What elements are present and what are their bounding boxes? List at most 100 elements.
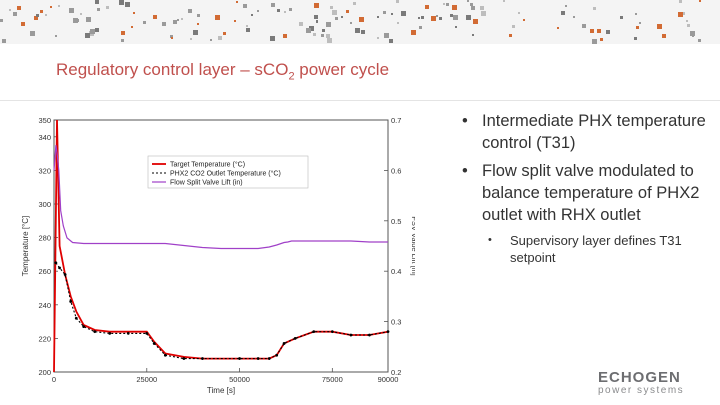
banner-square <box>421 16 424 19</box>
banner-square <box>470 3 473 6</box>
banner-square <box>270 36 275 41</box>
banner-square <box>13 12 17 16</box>
data-point <box>152 342 156 345</box>
banner-square <box>197 23 199 25</box>
data-point <box>330 330 334 334</box>
banner-square <box>565 5 567 7</box>
banner-square <box>452 5 457 10</box>
bullet-dot: • <box>488 234 492 246</box>
data-point <box>349 333 353 337</box>
banner-square <box>481 11 486 16</box>
banner-square <box>431 16 436 21</box>
banner-square <box>181 18 183 20</box>
banner-square <box>355 28 360 33</box>
banner-square <box>21 22 25 26</box>
banner-square <box>86 17 91 22</box>
banner-square <box>662 34 666 38</box>
bullet-text: Flow split valve modulated to balance te… <box>482 162 700 224</box>
banner-square <box>512 25 515 28</box>
legend-box <box>147 155 309 189</box>
banner-square <box>592 39 597 44</box>
banner-square <box>439 17 442 20</box>
title-tail: power cycle <box>294 60 390 79</box>
y2-tick-label: 0.2 <box>391 368 401 377</box>
sub-bullet-text: Supervisory layer defines T31 setpoint <box>510 233 682 265</box>
banner-square <box>121 39 124 42</box>
banner-square <box>450 14 453 17</box>
data-point <box>201 357 204 360</box>
x-tick-label: 25000 <box>136 375 157 384</box>
banner-square <box>634 37 637 40</box>
banner-square <box>636 26 639 29</box>
data-point <box>182 357 186 360</box>
banner-square <box>309 26 314 31</box>
data-point <box>126 331 130 335</box>
banner-square <box>561 11 565 15</box>
banner-square <box>58 5 60 7</box>
y-tick-label: 320 <box>38 166 51 175</box>
banner-square <box>353 2 356 5</box>
banner-square <box>503 0 505 2</box>
data-point <box>238 357 241 360</box>
temperature-chart: 200 220 240 260 280 300 320 340 350 0.2 0.3 0.4 0.5 0… <box>21 116 415 395</box>
banner-square <box>106 6 109 9</box>
banner-square <box>639 22 641 24</box>
banner-square <box>50 6 52 8</box>
banner-square <box>377 16 379 18</box>
banner-square <box>397 22 399 24</box>
y2-tick-label: 0.3 <box>391 318 401 327</box>
y-tick-label: 240 <box>38 301 51 310</box>
data-point <box>74 316 78 320</box>
banner-square <box>215 15 220 20</box>
banner-square <box>188 9 192 13</box>
banner-square <box>131 26 133 28</box>
banner-square <box>234 20 236 22</box>
banner-square <box>509 34 512 37</box>
legend-label: PHX2 CO2 Outlet Temperature (°C) <box>170 170 281 178</box>
banner-square <box>682 12 685 15</box>
data-point <box>108 331 112 335</box>
banner-square <box>321 34 324 37</box>
banner-square <box>657 24 662 29</box>
banner-square <box>177 19 179 21</box>
banner-square <box>322 29 325 32</box>
banner-square <box>593 7 596 10</box>
banner-square <box>34 16 38 20</box>
banner-square <box>332 10 337 15</box>
banner-square <box>133 12 135 14</box>
banner-square <box>190 38 192 40</box>
banner-square <box>389 39 393 43</box>
banner-square <box>210 39 212 41</box>
banner-square <box>314 3 319 8</box>
banner-square <box>17 6 21 10</box>
banner-square <box>699 0 701 2</box>
logo-tagline: power systems <box>598 385 685 396</box>
data-point <box>267 357 271 360</box>
banner-square <box>582 24 586 28</box>
title-subscript: 2 <box>288 70 295 83</box>
data-point <box>58 266 61 270</box>
x-tick-label: 90000 <box>378 375 399 384</box>
banner-square <box>36 14 39 17</box>
bullet-dot: • <box>462 112 468 130</box>
banner-square <box>299 22 303 26</box>
banner-square <box>698 39 701 42</box>
banner-square <box>359 17 364 22</box>
y-tick-label: 200 <box>38 368 51 377</box>
series-target-temperature <box>53 119 389 373</box>
slide-title: Regulatory control layer – sCO2 power cy… <box>56 60 389 82</box>
banner-square <box>162 22 166 26</box>
banner-square <box>473 19 478 24</box>
x-axis-label: Time [s] <box>207 386 235 395</box>
data-point <box>63 273 67 276</box>
data-point <box>368 333 371 337</box>
banner-square <box>391 13 393 15</box>
y-tick-label: 260 <box>38 267 51 276</box>
logo-wordmark: ECHOGEN <box>598 369 681 386</box>
banner-square <box>692 35 694 37</box>
y-tick-label: 280 <box>38 234 51 243</box>
banner-square <box>326 22 331 27</box>
banner-square <box>384 33 389 38</box>
banner-square <box>377 37 379 39</box>
banner-square <box>453 15 458 20</box>
